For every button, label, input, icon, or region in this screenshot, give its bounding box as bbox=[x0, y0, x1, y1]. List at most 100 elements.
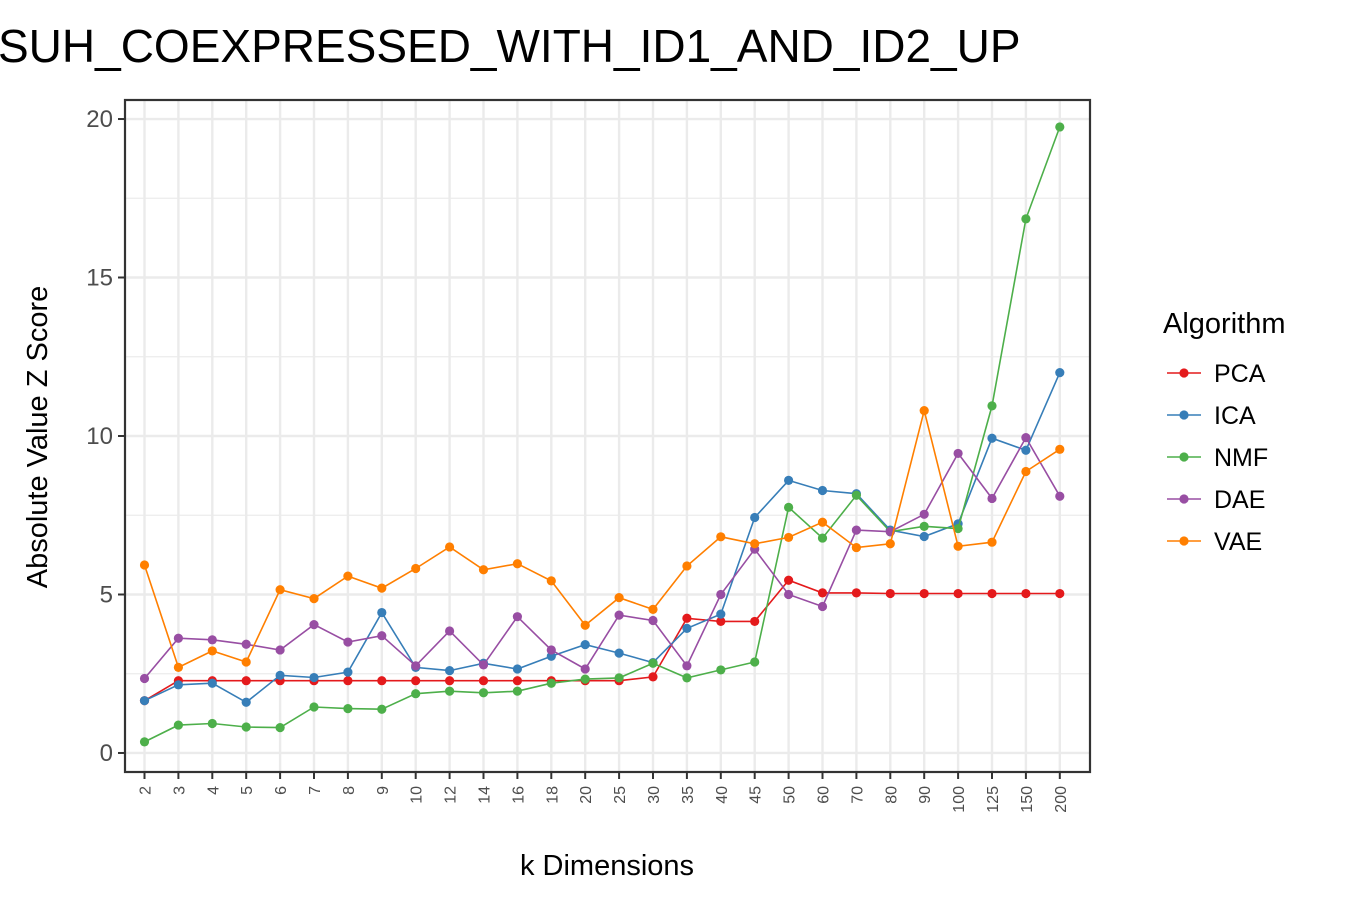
y-axis-title: Absolute Value Z Score bbox=[22, 286, 54, 589]
data-point-nmf bbox=[817, 533, 828, 543]
data-point-vae bbox=[207, 646, 217, 656]
x-tick-label: 16 bbox=[510, 786, 527, 804]
data-point-nmf bbox=[682, 673, 692, 683]
data-point-dae bbox=[1055, 491, 1065, 501]
data-point-vae bbox=[445, 542, 455, 552]
data-point-nmf bbox=[445, 686, 455, 696]
data-point-vae bbox=[512, 559, 523, 569]
data-point-ica bbox=[682, 623, 692, 634]
data-point-pca bbox=[987, 588, 997, 599]
data-point-dae bbox=[478, 660, 489, 670]
data-point-nmf bbox=[851, 490, 862, 500]
x-tick-label: 45 bbox=[748, 786, 765, 804]
data-point-ica bbox=[919, 531, 929, 542]
data-point-vae bbox=[377, 583, 387, 593]
y-tick-label: 10 bbox=[86, 423, 113, 450]
data-point-vae bbox=[139, 560, 150, 570]
data-point-vae bbox=[614, 593, 624, 603]
data-point-nmf bbox=[750, 657, 760, 667]
data-point-vae bbox=[580, 620, 590, 630]
x-tick-label: 150 bbox=[1019, 786, 1036, 813]
data-point-nmf bbox=[919, 521, 929, 531]
x-tick-label: 12 bbox=[443, 786, 460, 804]
data-point-dae bbox=[241, 639, 251, 649]
data-point-vae bbox=[784, 532, 794, 543]
data-point-dae bbox=[987, 493, 997, 504]
x-tick-label: 200 bbox=[1053, 786, 1070, 813]
data-point-nmf bbox=[1021, 214, 1031, 224]
data-point-vae bbox=[919, 406, 929, 416]
data-point-nmf bbox=[580, 674, 590, 684]
data-point-vae bbox=[750, 539, 760, 549]
data-point-nmf bbox=[614, 673, 624, 683]
data-point-dae bbox=[411, 661, 421, 671]
data-point-ica bbox=[817, 485, 828, 496]
series-line-dae bbox=[143, 435, 1061, 680]
data-point-dae bbox=[173, 633, 183, 643]
legend-label-ica: ICA bbox=[1214, 402, 1256, 430]
data-point-pca bbox=[851, 588, 862, 598]
data-point-dae bbox=[275, 645, 285, 655]
data-point-dae bbox=[580, 664, 590, 674]
x-tick-label: 70 bbox=[849, 786, 866, 804]
data-point-nmf bbox=[512, 686, 523, 696]
x-tick-label: 4 bbox=[205, 786, 222, 795]
data-point-nmf bbox=[173, 720, 183, 730]
data-point-pca bbox=[445, 676, 455, 686]
x-tick-label: 9 bbox=[375, 786, 392, 795]
series-line-ica bbox=[144, 372, 1061, 704]
x-tick-label: 8 bbox=[341, 786, 358, 795]
series-line-vae bbox=[143, 410, 1061, 669]
data-point-ica bbox=[377, 607, 387, 618]
data-point-dae bbox=[919, 509, 929, 519]
data-point-nmf bbox=[241, 722, 251, 732]
x-tick-label: 25 bbox=[612, 786, 629, 804]
x-tick-label: 50 bbox=[782, 786, 799, 804]
data-point-dae bbox=[614, 610, 624, 620]
x-tick-label: 6 bbox=[273, 786, 290, 795]
data-point-dae bbox=[784, 589, 794, 600]
data-point-nmf bbox=[309, 702, 319, 712]
data-point-nmf bbox=[139, 737, 150, 747]
data-point-dae bbox=[139, 673, 150, 684]
data-point-vae bbox=[682, 561, 692, 571]
data-point-dae bbox=[309, 620, 319, 630]
legend-label-nmf: NMF bbox=[1214, 444, 1268, 472]
data-point-nmf bbox=[546, 678, 556, 688]
data-point-dae bbox=[953, 448, 963, 459]
data-point-ica bbox=[716, 609, 726, 619]
data-point-pca bbox=[648, 672, 658, 682]
data-point-ica bbox=[614, 648, 624, 658]
data-point-nmf bbox=[343, 704, 353, 714]
data-point-nmf bbox=[411, 689, 421, 699]
legend-point-nmf bbox=[1179, 452, 1189, 462]
data-point-nmf bbox=[207, 718, 217, 729]
data-point-pca bbox=[953, 588, 963, 599]
y-tick-label: 5 bbox=[100, 581, 113, 608]
data-point-dae bbox=[851, 525, 862, 535]
data-point-vae bbox=[1021, 466, 1031, 477]
x-tick-label: 125 bbox=[985, 786, 1002, 813]
data-point-pca bbox=[478, 676, 489, 686]
data-point-pca bbox=[1055, 588, 1065, 599]
data-point-ica bbox=[139, 696, 150, 706]
data-point-ica bbox=[580, 639, 590, 650]
data-point-pca bbox=[817, 588, 828, 598]
data-point-dae bbox=[512, 612, 523, 622]
x-tick-label: 7 bbox=[307, 786, 324, 795]
data-point-nmf bbox=[716, 665, 726, 675]
data-point-pca bbox=[784, 575, 794, 585]
x-tick-label: 3 bbox=[171, 786, 188, 795]
data-point-vae bbox=[478, 565, 489, 575]
data-point-ica bbox=[784, 475, 794, 485]
x-tick-label: 20 bbox=[578, 786, 595, 804]
x-tick-label: 5 bbox=[239, 786, 256, 795]
chart-title: SUH_COEXPRESSED_WITH_ID1_AND_ID2_UP bbox=[0, 20, 1021, 72]
data-point-nmf bbox=[478, 688, 489, 698]
data-point-pca bbox=[241, 676, 251, 686]
x-tick-label: 2 bbox=[138, 786, 155, 795]
data-point-ica bbox=[173, 680, 183, 690]
data-point-ica bbox=[445, 665, 455, 676]
data-point-pca bbox=[919, 588, 929, 599]
data-point-pca bbox=[343, 676, 353, 686]
